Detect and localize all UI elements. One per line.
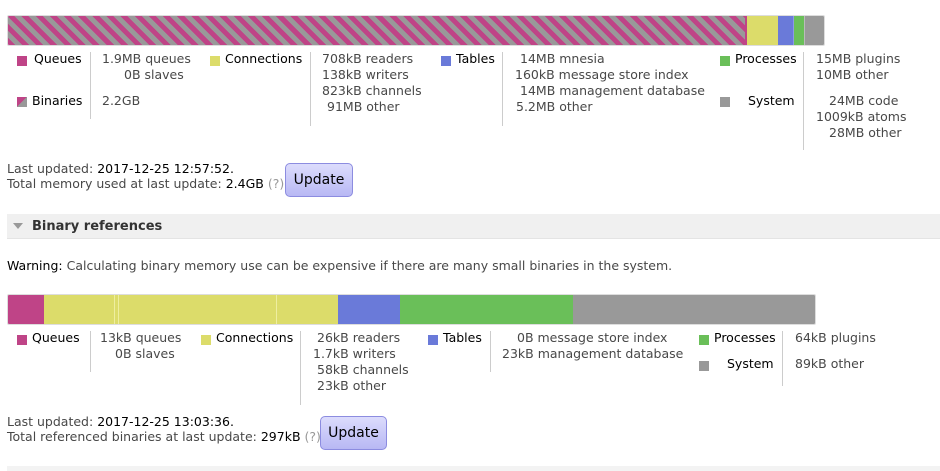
value: 28MB other [829, 125, 902, 140]
connections-swatch [201, 335, 211, 345]
value: 58kB channels [317, 362, 409, 377]
timestamp: 2017-12-25 13:03:36. [97, 414, 234, 429]
warning-text: Warning: Calculating binary memory use c… [7, 258, 672, 273]
update-memory-button[interactable]: Update [285, 163, 353, 197]
value: 0B message store index [517, 330, 668, 345]
value: 91MB other [327, 99, 400, 114]
value: 5.2MB other [516, 99, 593, 114]
help-link[interactable]: (?) [304, 429, 321, 444]
memory-bar [7, 15, 825, 46]
system-swatch [699, 361, 709, 371]
value: 2.2GB [102, 93, 141, 108]
divider [90, 52, 91, 119]
section-title: Binary references [32, 219, 163, 234]
total-value: 2.4GB [225, 176, 264, 191]
tables-swatch [428, 335, 438, 345]
binary-bar [7, 294, 816, 325]
legend-queues: Queues [32, 330, 80, 345]
binaries-swatch [17, 97, 27, 107]
system-swatch [720, 97, 730, 107]
divider [782, 331, 783, 386]
bar-segment-processes [400, 295, 573, 324]
binary-references-header[interactable]: Binary references [7, 214, 940, 239]
bar-segment-binaries [8, 16, 745, 45]
value: 1.9MB queues [102, 51, 191, 66]
memory-total: Total memory used at last update: 2.4GB … [7, 176, 284, 191]
value: 1.7kB writers [313, 346, 396, 361]
value: 89kB other [795, 356, 864, 371]
value: 14MB mnesia [520, 51, 605, 66]
legend-processes: Processes [714, 330, 776, 345]
value: 138kB writers [322, 67, 409, 82]
memory-last-updated: Last updated: 2017-12-25 12:57:52. [7, 161, 234, 176]
legend-system: System [727, 356, 774, 371]
help-link[interactable]: (?) [267, 176, 285, 191]
bar-segment-queues [745, 16, 747, 45]
value: 0B slaves [124, 67, 184, 82]
timestamp: 2017-12-25 12:57:52. [97, 161, 234, 176]
value: 14MB management database [520, 83, 705, 98]
label: Total memory used at last update: [7, 176, 222, 191]
divider [300, 331, 301, 405]
legend-system: System [748, 93, 795, 108]
value: 823kB channels [322, 83, 422, 98]
value: 26kB readers [317, 330, 401, 345]
processes-swatch [699, 335, 709, 345]
bar-segment-queues [8, 295, 44, 324]
label: Total referenced binaries at last update… [7, 429, 257, 444]
bar-segment-connections-readers [44, 295, 115, 324]
connections-swatch [210, 56, 220, 66]
legend-connections: Connections [216, 330, 294, 345]
bar-segment-tables [778, 16, 794, 45]
processes-swatch [720, 56, 730, 66]
divider [90, 331, 91, 372]
queues-swatch [17, 56, 27, 66]
warning-message: Calculating binary memory use can be exp… [66, 258, 673, 273]
bar-segment-connections-channels [119, 295, 277, 324]
label: Last updated: [7, 414, 94, 429]
legend-tables: Tables [456, 51, 495, 66]
bar-segment-processes [794, 16, 804, 45]
value: 15MB plugins [816, 51, 901, 66]
bar-segment-connections-writers [115, 295, 119, 324]
label: Last updated: [7, 161, 94, 176]
legend-connections: Connections [225, 51, 303, 66]
legend-queues: Queues [34, 51, 82, 66]
legend-binaries: Binaries [32, 93, 83, 108]
warning-label: Warning: [7, 258, 63, 273]
bar-segment-tables [338, 295, 400, 324]
value: 23kB management database [502, 346, 684, 361]
value: 708kB readers [322, 51, 414, 66]
update-binaries-button[interactable]: Update [320, 416, 387, 450]
collapse-triangle-icon [13, 223, 23, 229]
tables-swatch [441, 56, 451, 66]
bar-segment-connections-other [277, 295, 338, 324]
legend-tables: Tables [443, 330, 482, 345]
value: 24MB code [829, 93, 899, 108]
value: 10MB other [816, 67, 889, 82]
binaries-total: Total referenced binaries at last update… [7, 429, 321, 444]
queues-swatch [17, 335, 27, 345]
binaries-last-updated: Last updated: 2017-12-25 13:03:36. [7, 414, 234, 429]
divider [803, 52, 804, 150]
bar-segment-system [573, 295, 815, 324]
value: 0B slaves [115, 346, 175, 361]
divider [490, 331, 491, 372]
value: 13kB queues [100, 330, 182, 345]
value: 64kB plugins [795, 330, 876, 345]
divider [310, 52, 311, 126]
bar-segment-system [804, 16, 824, 45]
section-divider [7, 466, 940, 471]
value: 23kB other [317, 378, 386, 393]
value: 160kB message store index [515, 67, 689, 82]
bar-segment-connections [747, 16, 778, 45]
legend-processes: Processes [735, 51, 797, 66]
divider [502, 52, 503, 126]
value: 1009kB atoms [816, 109, 907, 124]
total-value: 297kB [260, 429, 301, 444]
